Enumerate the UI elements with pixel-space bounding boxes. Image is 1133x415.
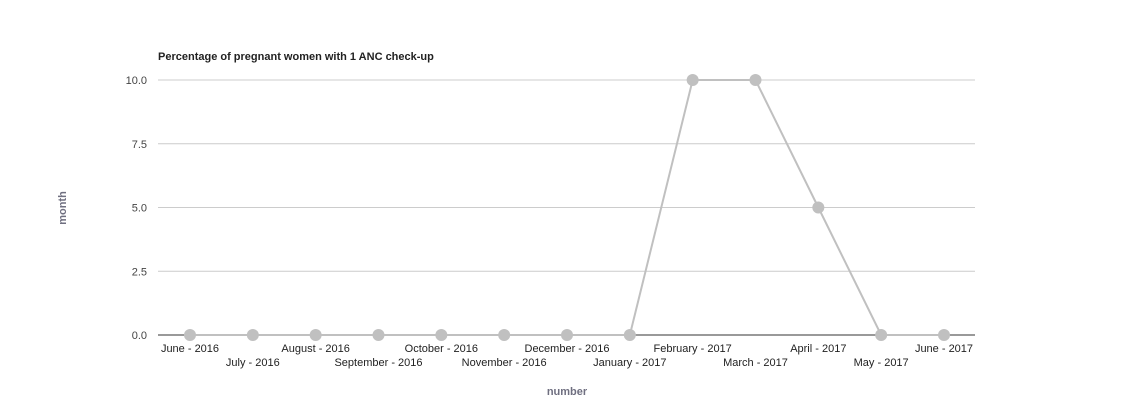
x-tick-label: April - 2017 xyxy=(790,343,846,355)
x-tick-label: October - 2016 xyxy=(405,343,478,355)
data-point[interactable] xyxy=(812,201,825,214)
y-tick-label: 0.0 xyxy=(132,330,147,342)
x-tick-label: May - 2017 xyxy=(854,357,909,369)
chart-title: Percentage of pregnant women with 1 ANC … xyxy=(158,51,434,63)
x-tick-label: July - 2016 xyxy=(226,357,280,369)
y-tick-label: 7.5 xyxy=(132,139,147,151)
x-tick-label: January - 2017 xyxy=(593,357,666,369)
data-point[interactable] xyxy=(875,329,888,341)
x-tick-label: September - 2016 xyxy=(334,357,422,369)
y-tick-label: 2.5 xyxy=(132,266,147,278)
data-point[interactable] xyxy=(938,329,950,341)
x-tick-label: December - 2016 xyxy=(525,343,610,355)
data-point[interactable] xyxy=(686,74,699,86)
y-tick-label: 10.0 xyxy=(126,75,147,87)
x-tick-label: March - 2017 xyxy=(723,357,788,369)
gridlines xyxy=(158,79,975,272)
data-point[interactable] xyxy=(246,329,259,341)
data-point[interactable] xyxy=(184,329,196,341)
x-tick-label: June - 2016 xyxy=(161,343,219,355)
data-point[interactable] xyxy=(749,74,762,86)
x-tick-label: February - 2017 xyxy=(654,343,732,355)
y-axis-label: month xyxy=(57,191,69,225)
data-point[interactable] xyxy=(623,329,636,341)
data-point[interactable] xyxy=(435,329,448,341)
data-point[interactable] xyxy=(498,329,511,341)
data-point[interactable] xyxy=(309,329,322,341)
x-axis-label: number xyxy=(547,386,588,398)
data-point[interactable] xyxy=(561,329,573,341)
x-tick-label: August - 2016 xyxy=(281,343,350,355)
data-point[interactable] xyxy=(372,329,385,341)
x-tick-label: June - 2017 xyxy=(915,343,973,355)
x-tick-label: November - 2016 xyxy=(462,357,547,369)
y-tick-label: 5.0 xyxy=(132,203,147,215)
series xyxy=(184,74,950,341)
y-axis-ticks: 0.0 2.5 5.0 7.5 10.0 xyxy=(126,75,147,342)
